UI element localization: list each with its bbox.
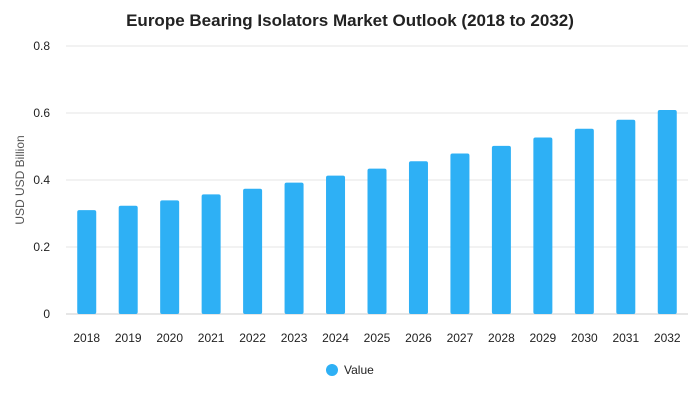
legend[interactable]: Value	[326, 363, 374, 377]
bar-2028[interactable]	[491, 145, 511, 314]
x-tick-label: 2025	[364, 331, 391, 345]
x-tick-label: 2026	[405, 331, 432, 345]
bar-2029[interactable]	[533, 137, 553, 314]
bar-2021[interactable]	[201, 194, 221, 314]
bar-2018[interactable]	[77, 210, 97, 314]
bar-2024[interactable]	[326, 175, 346, 314]
bar-2030[interactable]	[574, 128, 594, 314]
x-tick-label: 2022	[239, 331, 266, 345]
legend-marker-value	[326, 364, 338, 376]
y-tick-label: 0.2	[33, 240, 50, 254]
bar-2025[interactable]	[367, 168, 387, 314]
x-tick-labels: 2018 2019 2020 2021 2022 2023 2024 2025 2026 2027…	[73, 331, 681, 345]
bar-2031[interactable]	[616, 119, 636, 314]
x-tick-label: 2030	[571, 331, 598, 345]
y-tick-label: 0.4	[33, 173, 50, 187]
bar-2020[interactable]	[160, 200, 180, 314]
bar-2022[interactable]	[243, 188, 263, 314]
y-tick-labels: 0 0.2 0.4 0.6 0.8	[33, 39, 50, 321]
y-tick-label: 0	[43, 307, 50, 321]
x-tick-label: 2020	[156, 331, 183, 345]
bar-2019[interactable]	[118, 205, 138, 314]
x-tick-label: 2019	[115, 331, 142, 345]
x-tick-label: 2029	[530, 331, 557, 345]
bar-2032[interactable]	[657, 109, 677, 314]
y-axis-title: USD USD Billion	[13, 135, 27, 224]
y-tick-label: 0.6	[33, 106, 50, 120]
x-tick-label: 2027	[447, 331, 474, 345]
chart-title: Europe Bearing Isolators Market Outlook …	[126, 11, 574, 30]
bar-2023[interactable]	[284, 182, 304, 314]
x-tick-label: 2032	[654, 331, 681, 345]
legend-label-value: Value	[344, 363, 374, 377]
bar-2026[interactable]	[408, 161, 428, 314]
x-tick-label: 2028	[488, 331, 515, 345]
x-tick-label: 2021	[198, 331, 225, 345]
x-tick-label: 2018	[73, 331, 100, 345]
x-tick-label: 2031	[612, 331, 639, 345]
x-tick-label: 2024	[322, 331, 349, 345]
bar-layer	[77, 109, 677, 314]
x-tick-label: 2023	[281, 331, 308, 345]
y-tick-label: 0.8	[33, 39, 50, 53]
bar-2027[interactable]	[450, 153, 470, 314]
